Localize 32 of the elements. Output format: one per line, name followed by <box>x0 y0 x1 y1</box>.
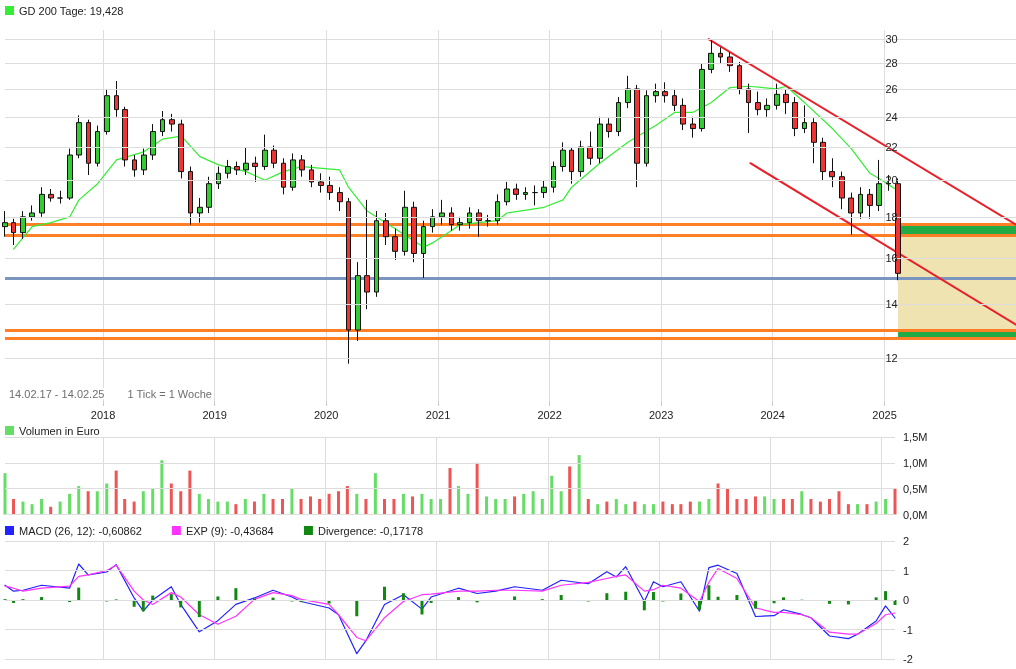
x-tick-label: 2019 <box>202 408 227 421</box>
y-tick-label: 12 <box>885 351 898 364</box>
y-tick-label: 2 <box>903 535 910 547</box>
y-tick-label: 30 <box>885 33 898 46</box>
y-tick-label: 1,5M <box>903 431 928 443</box>
y-tick-label: 28 <box>885 57 898 70</box>
y-tick-label: -1 <box>903 623 913 636</box>
legend-label: GD 200 Tage: 19,428 <box>19 4 124 17</box>
x-tick-label: 2018 <box>90 408 116 421</box>
y-tick-label: 26 <box>885 82 898 95</box>
y-tick-label: 14 <box>885 298 898 311</box>
x-tick-label: 2021 <box>425 408 451 421</box>
x-tick-label: 2024 <box>760 408 785 421</box>
y-tick-label: 24 <box>885 110 898 123</box>
y-tick-label: 0,5M <box>903 482 928 495</box>
y-tick-label: -2 <box>903 653 913 665</box>
x-tick-label: 2023 <box>648 408 674 421</box>
annotation: 1 Tick = 1 Woche <box>127 387 212 400</box>
y-tick-label: 1,0M <box>903 456 928 469</box>
y-tick-label: 18 <box>885 210 898 223</box>
y-tick-label: 16 <box>885 251 898 264</box>
annotation: 14.02.17 - 14.02.25 <box>9 387 105 400</box>
y-tick-label: 1 <box>903 564 910 577</box>
y-tick-label: 0 <box>903 594 910 606</box>
legend-label: MACD (26, 12): -0,60862 <box>19 524 142 537</box>
x-tick-label: 2025 <box>872 408 897 421</box>
legend-label: Divergence: -0,17178 <box>317 524 424 537</box>
y-tick-label: 0,0M <box>903 508 928 521</box>
legend-label: Volumen in Euro <box>19 424 100 437</box>
x-tick-label: 2022 <box>537 408 562 421</box>
x-tick-label: 2020 <box>313 408 339 421</box>
legend-label: EXP (9): -0,43684 <box>185 524 274 537</box>
